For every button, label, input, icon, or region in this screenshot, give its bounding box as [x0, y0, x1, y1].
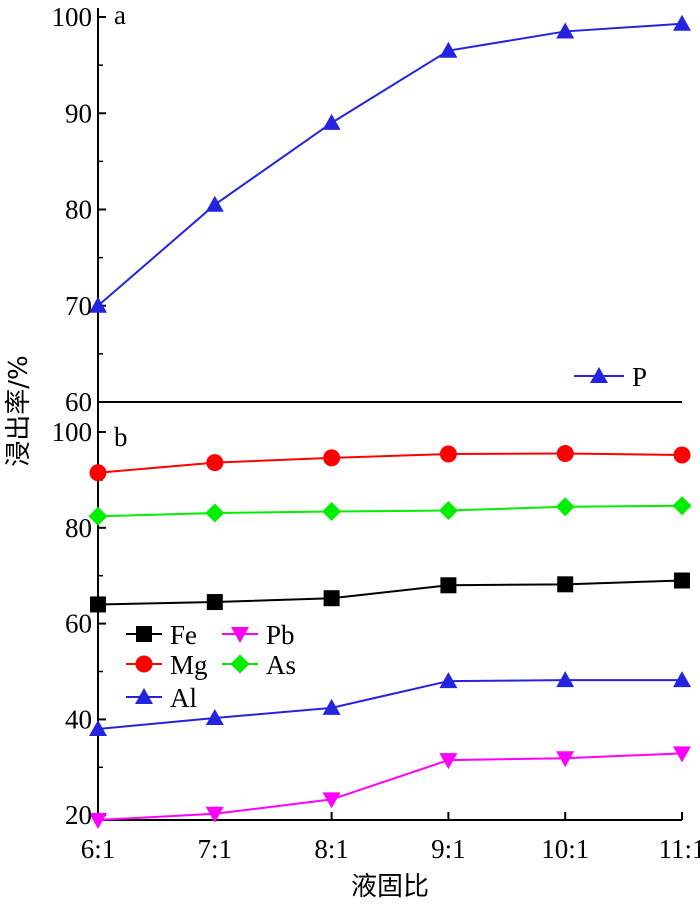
series-line-as: [97, 504, 683, 518]
series-line-fe: [97, 579, 683, 606]
data-point-as: [88, 506, 108, 526]
data-point-as: [438, 501, 458, 521]
series-line-p: [97, 22, 683, 307]
data-point-p: [89, 296, 107, 313]
data-point-mg: [206, 454, 224, 472]
data-point-fe: [674, 572, 690, 589]
y-tick-label: 80: [65, 195, 92, 225]
data-point-pb: [673, 746, 691, 763]
legend-marker-al: [135, 688, 153, 704]
y-axis-title: 浸出率/%: [4, 355, 34, 466]
legend-marker-p: [590, 367, 608, 383]
data-point-p: [439, 41, 458, 58]
data-point-al: [673, 671, 691, 688]
legend-marker-pb: [231, 627, 249, 643]
y-tick-label: 100: [52, 417, 93, 447]
panel-label-a: a: [114, 0, 126, 30]
data-point-mg: [556, 445, 574, 463]
x-tick-label: 10:1: [541, 834, 589, 864]
data-point-p: [322, 113, 341, 130]
x-tick-label: 9:1: [431, 834, 466, 864]
legend-label-as: As: [266, 650, 296, 680]
data-point-mg: [673, 446, 691, 464]
data-point-pb: [322, 792, 341, 809]
series-line-pb: [97, 752, 683, 821]
y-tick-label: 60: [65, 609, 92, 639]
y-tick-label: 60: [65, 387, 92, 417]
data-point-al: [322, 698, 341, 715]
data-point-pb: [89, 813, 107, 829]
data-point-mg: [89, 464, 107, 482]
data-point-fe: [90, 596, 106, 613]
legend-label-fe: Fe: [170, 620, 197, 650]
data-point-pb: [556, 751, 575, 768]
data-point-p: [205, 195, 224, 212]
data-point-fe: [557, 576, 574, 593]
legend-marker-fe: [136, 626, 152, 642]
data-point-al: [439, 672, 458, 689]
data-point-al: [556, 671, 575, 688]
x-tick-label: 8:1: [314, 834, 349, 864]
legend-label-mg: Mg: [170, 650, 208, 680]
x-tick-label: 11:1: [659, 834, 700, 864]
series-layer: [88, 14, 692, 829]
series-line-mg: [97, 452, 683, 474]
legend-marker-mg: [135, 655, 153, 673]
data-point-mg: [439, 445, 457, 463]
y-tick-label: 90: [65, 98, 92, 128]
y-tick-label: 80: [65, 513, 92, 543]
data-point-p: [556, 22, 575, 39]
data-point-al: [205, 708, 224, 725]
data-point-mg: [323, 449, 341, 467]
legend-marker-as: [230, 654, 250, 674]
data-point-as: [322, 502, 342, 522]
data-point-fe: [440, 577, 457, 594]
data-point-p: [673, 14, 691, 31]
data-point-as: [555, 497, 575, 517]
data-point-pb: [439, 753, 458, 770]
legend-layer: P Fe Pb Mg As Al: [126, 362, 647, 713]
series-line-al: [97, 679, 682, 730]
data-point-as: [672, 496, 692, 516]
data-point-fe: [323, 590, 340, 607]
y-tick-label: 40: [65, 704, 92, 734]
text-layer: 6:1 7:1 8:1 9:1 10:1 11:1 液固比 浸出率/% 60 70 80 90 100 a…: [4, 0, 700, 902]
x-tick-label: 6:1: [81, 834, 116, 864]
y-tick-label: 20: [65, 800, 92, 830]
data-point-al: [89, 719, 107, 736]
panel-label-b: b: [114, 422, 128, 452]
data-point-pb: [205, 806, 224, 823]
legend-label-p: P: [632, 362, 647, 392]
x-tick-label: 7:1: [198, 834, 233, 864]
y-tick-label: 70: [65, 291, 92, 321]
y-tick-label: 100: [52, 2, 93, 32]
axes-layer: [97, 8, 683, 821]
data-point-as: [205, 503, 225, 523]
data-point-fe: [206, 594, 223, 611]
legend-label-al: Al: [170, 683, 197, 713]
legend-label-pb: Pb: [266, 620, 295, 650]
x-axis-title: 液固比: [351, 872, 429, 902]
